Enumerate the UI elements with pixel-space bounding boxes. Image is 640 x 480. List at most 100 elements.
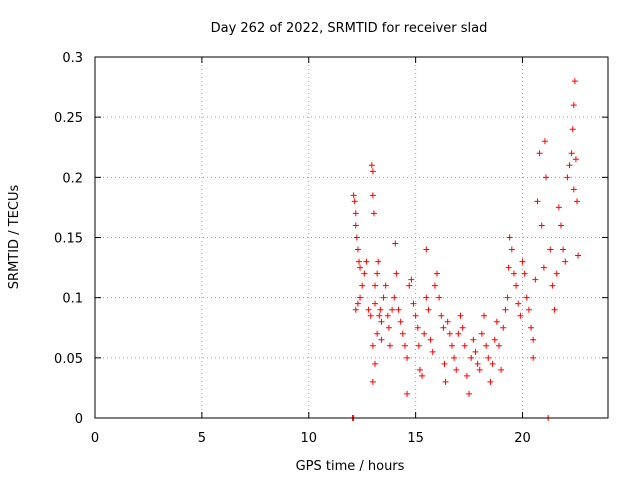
y-axis-label: SRMTID / TECUs [7, 185, 22, 290]
data-point [378, 318, 385, 325]
data-point [506, 234, 513, 241]
data-point [355, 258, 362, 265]
data-point [438, 312, 445, 319]
y-tick-label: 0.15 [54, 232, 83, 247]
data-point [562, 258, 569, 265]
data-point [463, 372, 470, 379]
data-point [528, 324, 535, 331]
data-point [399, 330, 406, 337]
data-point [571, 78, 578, 85]
data-point [530, 354, 537, 361]
data-point [502, 306, 509, 313]
data-point [431, 282, 438, 289]
data-point [408, 276, 415, 283]
data-point [570, 102, 577, 109]
data-point [352, 306, 359, 313]
data-point [367, 312, 374, 319]
data-point [564, 174, 571, 181]
data-point [557, 222, 564, 229]
data-point [357, 294, 364, 301]
data-point [354, 300, 361, 307]
data-point [397, 318, 404, 325]
data-point [555, 204, 562, 211]
data-point [415, 342, 422, 349]
x-axis-ticks: 0 5 10 15 20 [91, 57, 531, 446]
data-point [374, 270, 381, 277]
y-axis-ticks: 0 0.05 0.1 0.15 0.2 0.25 0.3 [54, 51, 608, 427]
data-point [483, 342, 490, 349]
data-point [374, 330, 381, 337]
data-point [560, 246, 567, 253]
data-point [551, 306, 558, 313]
data-point [448, 342, 455, 349]
data-point [375, 258, 382, 265]
data-point [440, 324, 447, 331]
data-point [370, 210, 377, 217]
y-tick-label: 0.05 [54, 352, 83, 367]
data-point [547, 246, 554, 253]
data-point [410, 300, 417, 307]
data-point [352, 222, 359, 229]
data-point [414, 324, 421, 331]
data-point [476, 366, 483, 373]
data-point [352, 210, 359, 217]
data-point [455, 330, 462, 337]
data-point [369, 342, 376, 349]
data-point [412, 312, 419, 319]
data-point [570, 186, 577, 193]
data-point [538, 222, 545, 229]
x-tick-label: 20 [514, 431, 531, 446]
data-point [543, 174, 550, 181]
data-point [549, 282, 556, 289]
data-point [369, 192, 376, 199]
data-point [569, 126, 576, 133]
data-point [553, 270, 560, 277]
data-point [392, 240, 399, 247]
data-point [453, 366, 460, 373]
data-point [382, 282, 389, 289]
data-point [351, 198, 358, 205]
data-point [391, 294, 398, 301]
data-point [478, 330, 485, 337]
data-point [530, 336, 537, 343]
x-tick-label: 0 [91, 431, 99, 446]
x-tick-label: 10 [300, 431, 317, 446]
data-point [404, 354, 411, 361]
data-point [468, 354, 475, 361]
data-point [474, 360, 481, 367]
data-point [441, 360, 448, 367]
data-point [442, 378, 449, 385]
data-point [404, 390, 411, 397]
data-point [534, 198, 541, 205]
data-point [519, 258, 526, 265]
data-point [416, 366, 423, 373]
data-point [466, 390, 473, 397]
data-point [421, 330, 428, 337]
data-point [504, 294, 511, 301]
data-point [572, 156, 579, 163]
data-point [429, 348, 436, 355]
x-tick-label: 15 [407, 431, 424, 446]
data-point [419, 372, 426, 379]
data-point [357, 264, 364, 271]
y-tick-label: 0.25 [54, 111, 83, 126]
data-point [444, 318, 451, 325]
data-point [369, 378, 376, 385]
data-point [359, 282, 366, 289]
data-point [386, 342, 393, 349]
data-point [395, 306, 402, 313]
data-point [536, 150, 543, 157]
grid [95, 57, 608, 418]
data-point [470, 336, 477, 343]
data-point [461, 342, 468, 349]
data-point [389, 306, 396, 313]
y-tick-label: 0.3 [62, 51, 83, 66]
data-point [532, 276, 539, 283]
data-point [487, 378, 494, 385]
data-point [505, 264, 512, 271]
data-point [446, 330, 453, 337]
data-point [350, 192, 357, 199]
data-point [510, 270, 517, 277]
data-point [401, 342, 408, 349]
